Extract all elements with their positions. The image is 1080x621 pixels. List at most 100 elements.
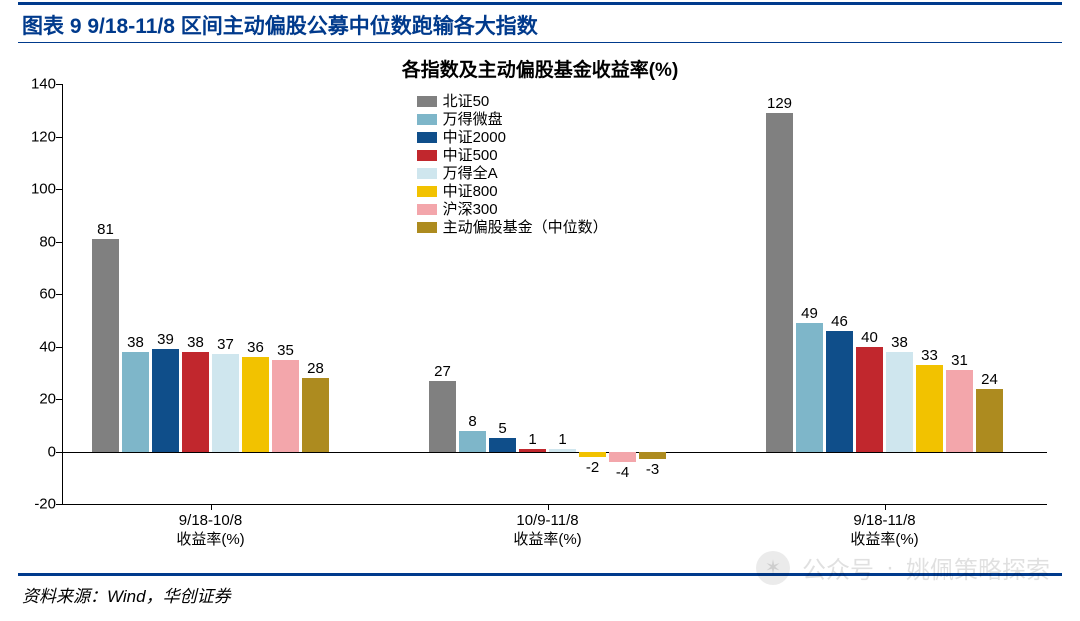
- bar-value-label: -3: [646, 461, 659, 478]
- legend-swatch: [417, 96, 437, 107]
- x-group-label-line1: 10/9-11/8: [513, 512, 581, 531]
- legend-item: 北证50: [417, 94, 608, 109]
- y-axis: [62, 84, 63, 504]
- bar: [826, 331, 853, 452]
- bar: [639, 452, 666, 460]
- bar-value-label: 8: [468, 413, 476, 430]
- bar: [916, 365, 943, 452]
- bar: [549, 449, 576, 452]
- x-group-label: 10/9-11/8收益率(%): [513, 512, 581, 550]
- bar-value-label: 1: [528, 431, 536, 448]
- bar: [459, 431, 486, 452]
- bar-value-label: 38: [891, 334, 908, 351]
- source-text: 资料来源：Wind，华创证券: [22, 582, 231, 607]
- bar-value-label: 5: [498, 420, 506, 437]
- x-group-label: 9/18-11/8收益率(%): [850, 512, 918, 550]
- legend-label: 中证800: [443, 184, 498, 199]
- bar: [489, 438, 516, 451]
- legend-label: 万得微盘: [443, 112, 503, 127]
- bar: [946, 370, 973, 451]
- legend-label: 沪深300: [443, 202, 498, 217]
- bar-value-label: 31: [951, 352, 968, 369]
- legend: 北证50万得微盘中证2000中证500万得全A中证800沪深300主动偏股基金（…: [417, 94, 608, 238]
- legend-item: 中证500: [417, 148, 608, 163]
- chart-title: 各指数及主动偏股基金收益率(%): [0, 55, 1080, 82]
- bar: [272, 360, 299, 452]
- x-group-label: 9/18-10/8收益率(%): [176, 512, 244, 550]
- bar-value-label: 1: [558, 431, 566, 448]
- x-group-label-line1: 9/18-10/8: [176, 512, 244, 531]
- legend-label: 北证50: [443, 94, 490, 109]
- watermark: ✶ 公众号 · 姚佩策略探索: [756, 550, 1050, 585]
- ytick-label: 40: [39, 338, 62, 355]
- bar-value-label: 49: [801, 305, 818, 322]
- bar: [122, 352, 149, 452]
- legend-item: 万得微盘: [417, 112, 608, 127]
- ytick-label: 60: [39, 286, 62, 303]
- watermark-name: 姚佩策略探索: [906, 550, 1050, 585]
- legend-swatch: [417, 132, 437, 143]
- x-group-label-line1: 9/18-11/8: [850, 512, 918, 531]
- bar-value-label: 38: [187, 334, 204, 351]
- x-group-label-line2: 收益率(%): [850, 531, 918, 550]
- ytick-label: 140: [31, 76, 62, 93]
- x-axis-zero: [62, 452, 1047, 453]
- bar-value-label: 46: [831, 313, 848, 330]
- chart-plot-area: -2002040608010012014081383938373635289/1…: [62, 84, 1047, 504]
- bar: [152, 349, 179, 451]
- bar: [579, 452, 606, 457]
- ytick-label: 80: [39, 233, 62, 250]
- watermark-sep: ·: [886, 554, 894, 582]
- bar: [609, 452, 636, 463]
- ytick-label: 100: [31, 181, 62, 198]
- bar: [976, 389, 1003, 452]
- bar: [796, 323, 823, 452]
- bar-value-label: 33: [921, 347, 938, 364]
- legend-swatch: [417, 186, 437, 197]
- bar-value-label: -2: [586, 459, 599, 476]
- legend-item: 中证800: [417, 184, 608, 199]
- bar-value-label: 36: [247, 339, 264, 356]
- bar: [856, 347, 883, 452]
- legend-swatch: [417, 150, 437, 161]
- ytick-label: 0: [48, 443, 62, 460]
- bar-value-label: 81: [97, 221, 114, 238]
- legend-swatch: [417, 168, 437, 179]
- wechat-icon: ✶: [756, 551, 790, 585]
- legend-swatch: [417, 114, 437, 125]
- legend-swatch: [417, 204, 437, 215]
- legend-item: 主动偏股基金（中位数）: [417, 220, 608, 235]
- legend-item: 沪深300: [417, 202, 608, 217]
- bar-value-label: 40: [861, 329, 878, 346]
- bar: [886, 352, 913, 452]
- bar-value-label: 39: [157, 331, 174, 348]
- bar: [429, 381, 456, 452]
- bar-value-label: 37: [217, 336, 234, 353]
- footer-rule: [18, 573, 1062, 576]
- bar: [766, 113, 793, 452]
- ytick-label: 20: [39, 391, 62, 408]
- bar: [182, 352, 209, 452]
- bar-value-label: 24: [981, 371, 998, 388]
- bar-value-label: -4: [616, 464, 629, 481]
- ytick-label: -20: [34, 496, 62, 513]
- bar: [242, 357, 269, 452]
- bar: [519, 449, 546, 452]
- bar: [212, 354, 239, 451]
- header-rule-top: [18, 2, 1062, 5]
- bar-value-label: 129: [767, 95, 792, 112]
- header-rule-bottom: [18, 42, 1062, 43]
- bar-value-label: 27: [434, 363, 451, 380]
- bar: [92, 239, 119, 452]
- bar-value-label: 35: [277, 342, 294, 359]
- watermark-brand: 公众号: [802, 550, 874, 585]
- bar: [302, 378, 329, 452]
- figure-caption: 图表 9 9/18-11/8 区间主动偏股公募中位数跑输各大指数: [22, 10, 538, 40]
- x-group-label-line2: 收益率(%): [513, 531, 581, 550]
- legend-item: 中证2000: [417, 130, 608, 145]
- x-group-label-line2: 收益率(%): [176, 531, 244, 550]
- ytick-label: 120: [31, 128, 62, 145]
- legend-label: 主动偏股基金（中位数）: [443, 220, 608, 235]
- bar-value-label: 28: [307, 360, 324, 377]
- legend-label: 中证2000: [443, 130, 506, 145]
